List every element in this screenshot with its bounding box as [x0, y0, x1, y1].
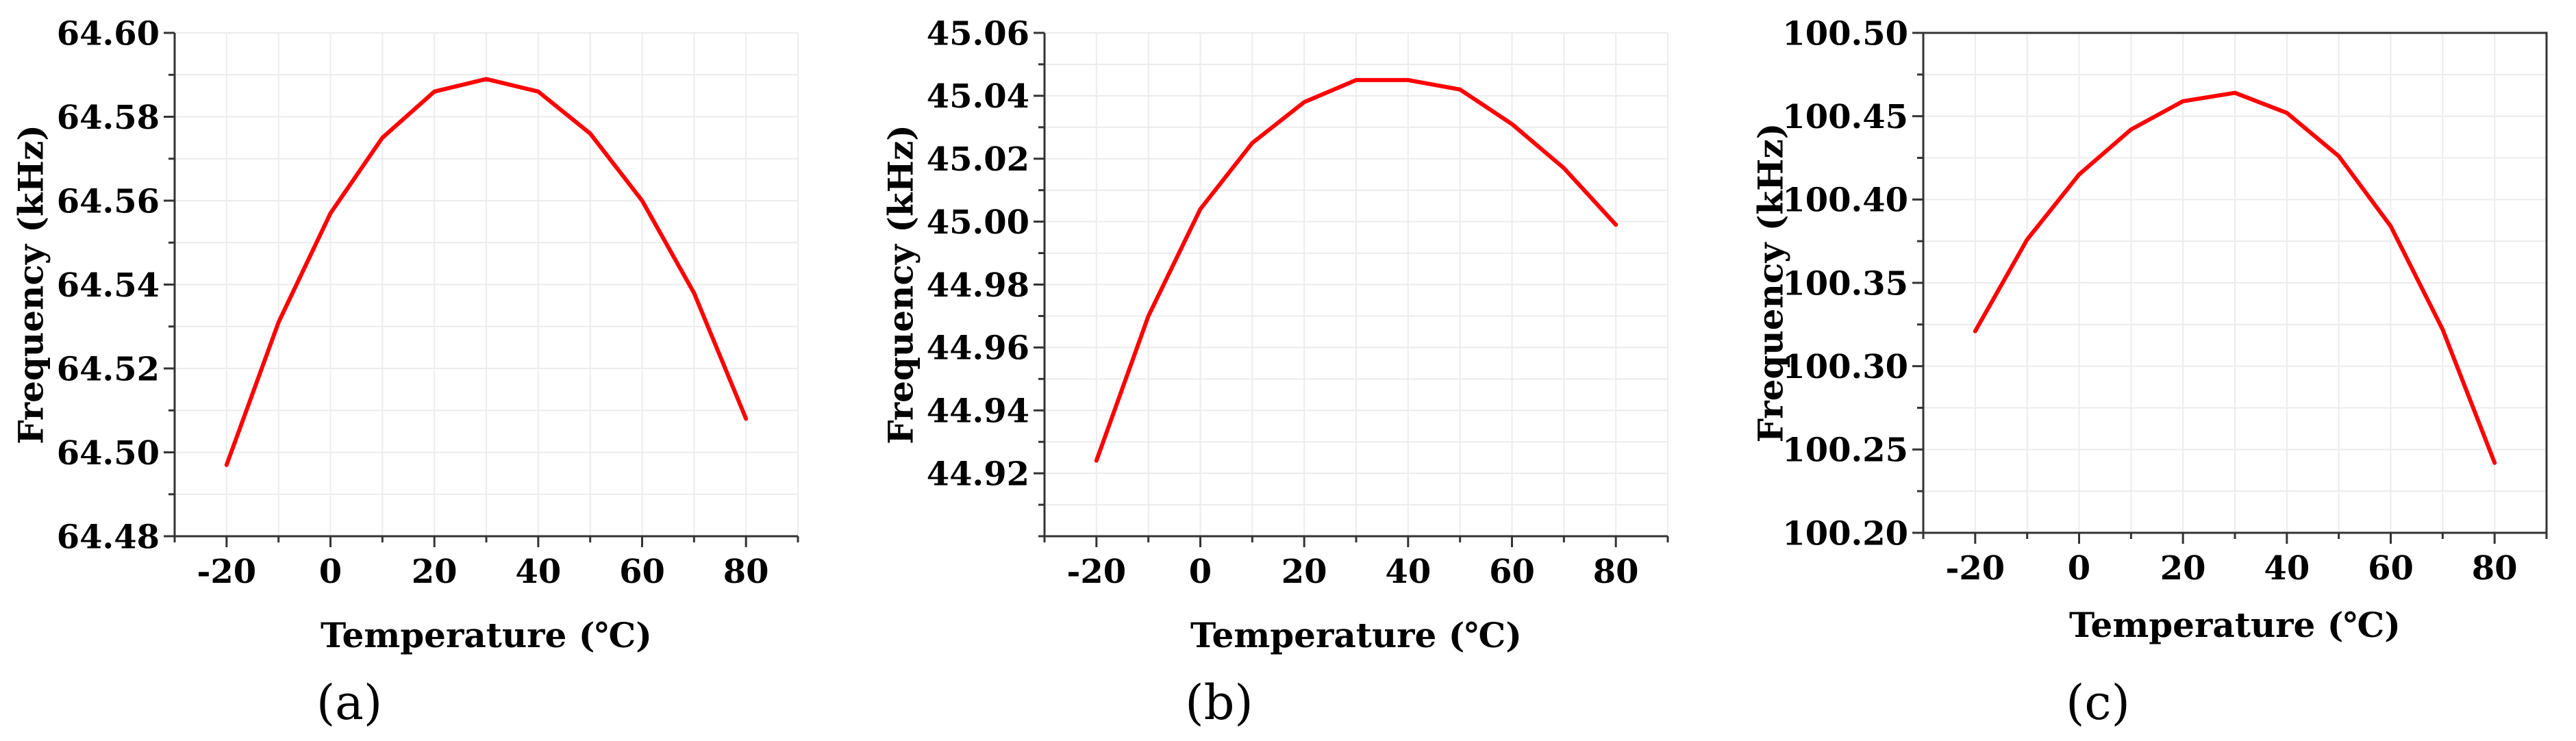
series-line [1094, 77, 1618, 463]
y-tick-label: 45.06 [927, 14, 1029, 53]
chart-panel-c: -20 0 20 40 60 80 100.20 100.25 100.30 100.35 100.… [1740, 0, 2576, 741]
x-tick-label: 60 [2368, 549, 2414, 588]
chart-c-grid [1923, 32, 2547, 533]
x-tick-label: 80 [723, 553, 769, 591]
x-tick-label: 0 [319, 553, 342, 591]
x-tick-label: 20 [2160, 549, 2206, 588]
y-tick-label: 64.56 [57, 182, 160, 221]
chart-a-grid [174, 32, 799, 537]
data-point [588, 131, 592, 136]
data-point [1510, 122, 1514, 126]
data-point [1406, 78, 1410, 82]
y-tick-label: 45.04 [927, 77, 1029, 116]
y-tick-label: 100.40 [1782, 181, 1908, 220]
x-tick-label: 40 [2264, 549, 2310, 588]
data-point [744, 417, 748, 421]
chart-panel-b: -20 0 20 40 60 80 44.92 44.94 44.96 44.98 45.00 45.… [870, 0, 1692, 741]
y-tick-label: 64.58 [57, 99, 160, 137]
x-tick-label: -20 [197, 553, 256, 591]
y-axis-label: Frequency (kHz) [11, 125, 51, 444]
data-point [1458, 88, 1462, 92]
data-point [2440, 327, 2444, 331]
y-tick-label: 44.92 [927, 455, 1029, 493]
y-tick-label: 100.45 [1782, 98, 1908, 136]
x-tick-label: 80 [1593, 553, 1639, 591]
y-axis-label: Frequency (kHz) [1751, 123, 1791, 443]
data-point [1147, 314, 1151, 318]
data-point [2129, 127, 2133, 131]
series-line [224, 77, 749, 467]
y-tick-label: 64.52 [57, 350, 160, 388]
x-tick-label: 0 [2068, 549, 2090, 588]
data-point [1302, 100, 1306, 104]
data-point [1354, 78, 1358, 82]
y-tick-label: 64.60 [57, 14, 160, 53]
y-tick-label: 64.48 [57, 518, 160, 556]
x-tick-label: 40 [1385, 553, 1431, 591]
data-point [640, 199, 645, 203]
x-tick-label: 60 [1489, 553, 1535, 591]
y-tick-label: 64.50 [57, 434, 160, 473]
data-point [536, 90, 540, 94]
x-axis-label: Temperature (℃) [321, 615, 652, 655]
x-tick-label: 0 [1189, 553, 1212, 591]
chart-a-axes [164, 32, 799, 547]
data-point [2492, 461, 2497, 465]
series-line [1973, 90, 2497, 465]
panel-label-c: (c) [2066, 675, 2130, 731]
x-tick-label: 80 [2472, 549, 2518, 588]
chart-b-axes [1034, 32, 1669, 547]
data-point [1095, 459, 1099, 463]
data-point [329, 211, 333, 215]
data-point [2233, 91, 2237, 95]
y-tick-label: 44.96 [927, 329, 1029, 368]
y-tick-label: 44.94 [927, 392, 1029, 431]
panel-label-a: (a) [316, 675, 382, 731]
data-point [1250, 141, 1254, 145]
x-tick-label: -20 [1066, 553, 1126, 591]
y-tick-label: 45.02 [927, 140, 1029, 179]
chart-panel-a: -20 0 20 40 60 80 64.48 64.50 64.52 64.54 64.56 64.… [0, 0, 822, 741]
data-point [1199, 207, 1203, 211]
x-tick-label: 40 [515, 553, 561, 591]
x-tick-label: -20 [1945, 549, 2005, 588]
x-axis-label: Temperature (℃) [2069, 605, 2401, 645]
data-point [2025, 238, 2029, 242]
chart-c-svg: -20 0 20 40 60 80 100.20 100.25 100.30 100.35 100.… [1751, 14, 2548, 731]
x-axis-label: Temperature (℃) [1190, 615, 1522, 655]
x-tick-label: 20 [1281, 553, 1327, 591]
y-tick-label: 45.00 [927, 203, 1029, 242]
chart-c-axes [1912, 32, 2548, 544]
data-point [1562, 166, 1566, 171]
data-point [2181, 99, 2185, 103]
x-tick-label: 60 [619, 553, 665, 591]
x-tick-label: 20 [412, 553, 458, 591]
data-point [2337, 154, 2341, 158]
data-point [2389, 224, 2393, 228]
data-point [484, 77, 488, 81]
y-tick-label: 100.20 [1782, 514, 1908, 553]
data-point [277, 321, 281, 325]
chart-a-svg: -20 0 20 40 60 80 64.48 64.50 64.52 64.54 64.56 64.… [11, 14, 799, 731]
y-tick-label: 100.30 [1782, 348, 1908, 386]
y-tick-label: 64.54 [57, 266, 160, 305]
y-tick-label: 100.50 [1782, 14, 1908, 53]
chart-b-grid [1044, 32, 1668, 537]
panel-label-b: (b) [1185, 675, 1253, 731]
data-point [2285, 111, 2289, 115]
y-tick-label: 100.25 [1782, 431, 1908, 470]
data-point [692, 291, 696, 295]
chart-b-svg: -20 0 20 40 60 80 44.92 44.94 44.96 44.98 45.00 45.… [881, 14, 1669, 731]
y-tick-label: 44.98 [927, 266, 1029, 305]
data-point [380, 136, 384, 140]
y-tick-label: 100.35 [1782, 264, 1908, 303]
data-point [1973, 329, 1977, 334]
y-axis-label: Frequency (kHz) [881, 125, 921, 444]
data-point [432, 90, 436, 94]
data-point [2077, 173, 2081, 177]
data-point [1614, 223, 1618, 227]
data-point [225, 463, 229, 467]
